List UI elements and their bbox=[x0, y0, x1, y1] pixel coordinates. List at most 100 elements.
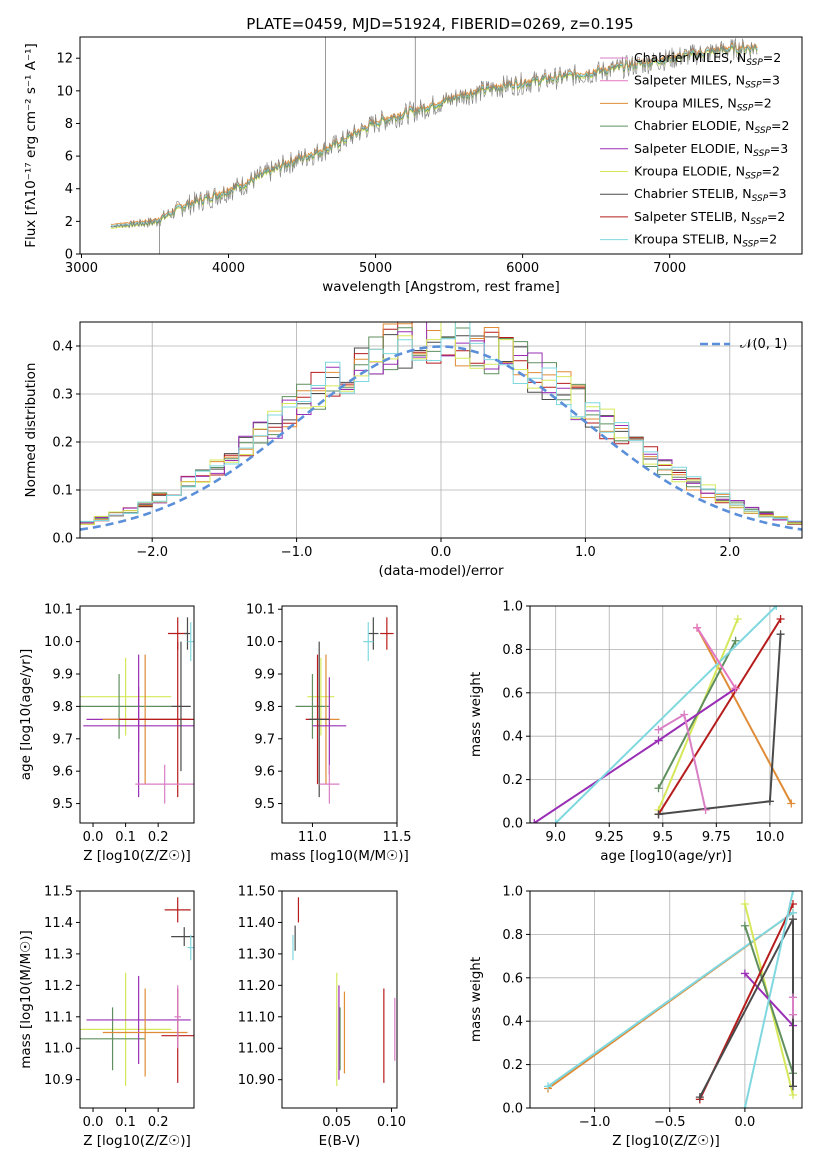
weight-point-marker bbox=[788, 1082, 797, 1091]
y-tick-label: 4 bbox=[65, 182, 73, 197]
legend-entry-text: Kroupa STELIB, NSSP=2 bbox=[634, 232, 777, 250]
x-tick-label: 0.05 bbox=[322, 1115, 351, 1130]
x-tick-label: 4000 bbox=[212, 261, 245, 276]
y-tick-label: 0.2 bbox=[52, 436, 73, 451]
x-tick-label: 0.10 bbox=[377, 1115, 406, 1130]
x-tick-label: 0.1 bbox=[115, 830, 136, 845]
weight-point-marker bbox=[788, 993, 797, 1002]
legend-entry-text: Salpeter MILES, NSSP=3 bbox=[634, 73, 780, 91]
age-weight-chart: 9.0 9.25 9.5 9.75 10.0 0.0 0.2 0.4 0.6 0.8 1.0 age … bbox=[468, 600, 803, 864]
weight-point-marker bbox=[654, 725, 663, 734]
y-tick-label: 9.5 bbox=[52, 797, 73, 812]
x-tick-label: −0.5 bbox=[654, 1115, 686, 1130]
normal-distribution-curve bbox=[80, 345, 802, 531]
weight-point-marker bbox=[654, 784, 663, 793]
y-tick-label: 11.3 bbox=[44, 947, 73, 962]
weight-point-marker bbox=[693, 623, 702, 632]
weight-point-marker bbox=[701, 805, 710, 814]
y-tick-label: 10.90 bbox=[238, 1073, 275, 1088]
x-tick-label: 0.2 bbox=[148, 830, 169, 845]
weight-point-marker bbox=[740, 1104, 749, 1108]
legend-subscript: SSP bbox=[754, 126, 771, 136]
weight-point-marker bbox=[776, 630, 785, 639]
weight-point-marker bbox=[695, 1093, 704, 1102]
x-axis-label: age [log10(age/yr)] bbox=[600, 848, 732, 864]
z-age-chart: 0.0 0.1 0.2 9.5 9.6 9.7 9.8 9.9 10.0 10.1 Z [log10… bbox=[18, 603, 195, 864]
y-tick-label: 10.0 bbox=[44, 635, 73, 650]
x-axis-label: wavelength [Angstrom, rest frame] bbox=[322, 279, 560, 295]
y-tick-label: 11.40 bbox=[238, 916, 275, 931]
plots-layer: Chabrier MILES, NSSP=2 Salpeter MILES, NS… bbox=[18, 36, 803, 1149]
y-axis-label: Flux [fλ10⁻¹⁷ erg cm⁻² s⁻¹ A⁻¹] bbox=[23, 43, 39, 248]
axes-frame bbox=[79, 36, 803, 255]
plot-area bbox=[80, 897, 194, 1086]
weight-point-marker bbox=[680, 710, 689, 719]
plot-area bbox=[295, 617, 394, 804]
x-axis-label: Z [log10(Z/Z☉)] bbox=[83, 1133, 191, 1149]
y-tick-label: 9.9 bbox=[254, 668, 275, 683]
x-axis-label: Z [log10(Z/Z☉)] bbox=[612, 1133, 720, 1149]
legend-entry-text: Kroupa ELODIE, NSSP=2 bbox=[634, 164, 780, 182]
y-tick-label: 11.1 bbox=[44, 1010, 73, 1025]
y-tick-label: 11.10 bbox=[238, 1010, 275, 1025]
y-tick-label: 9.6 bbox=[254, 765, 275, 780]
y-tick-label: 0.4 bbox=[52, 340, 73, 355]
y-tick-label: 10.1 bbox=[44, 603, 73, 618]
weight-point-marker bbox=[530, 819, 539, 823]
y-tick-label: 11.2 bbox=[44, 979, 73, 994]
z-weight-chart: −1.0 −0.5 0.0 0.0 0.2 0.4 0.6 0.8 1.0 Z [log10(Z/… bbox=[468, 885, 803, 1149]
y-tick-label: 0.0 bbox=[52, 532, 73, 547]
y-tick-label: 9.5 bbox=[254, 797, 275, 812]
y-tick-label: 12 bbox=[56, 52, 73, 67]
legend-suffix: =2 bbox=[759, 232, 777, 247]
y-tick-label: 9.6 bbox=[52, 765, 73, 780]
residuals-chart: 𝒩(0, 1) −2.0 −1.0 0.0 1.0 2.0 0.0 0.1 0.2 0.3 0.4 (… bbox=[23, 321, 803, 579]
x-tick-label: 7000 bbox=[653, 261, 686, 276]
y-tick-label: 11.00 bbox=[238, 1042, 275, 1057]
weight-point-marker bbox=[654, 736, 663, 745]
model-series-line bbox=[110, 41, 758, 225]
weight-series-line bbox=[547, 911, 794, 1088]
plot-area bbox=[544, 891, 797, 1108]
x-tick-label: 6000 bbox=[506, 261, 539, 276]
weight-point-marker bbox=[776, 615, 785, 624]
x-tick-label: 9.5 bbox=[652, 830, 673, 845]
y-tick-label: 8 bbox=[65, 117, 73, 132]
y-tick-label: 10.1 bbox=[246, 603, 275, 618]
weight-point-marker bbox=[731, 684, 740, 693]
legend-subscript: SSP bbox=[737, 103, 754, 113]
legend: Chabrier MILES, NSSP=2 Salpeter MILES, NS… bbox=[600, 50, 789, 250]
x-tick-label: −1.0 bbox=[281, 545, 313, 560]
weight-series-line bbox=[657, 618, 782, 815]
legend-subscript: SSP bbox=[750, 217, 767, 227]
y-tick-label: 0.2 bbox=[502, 773, 523, 788]
axes-frame bbox=[281, 890, 398, 1109]
weight-point-marker bbox=[654, 810, 663, 819]
y-tick-label: 0.0 bbox=[502, 817, 523, 832]
legend-entry-text: Kroupa MILES, NSSP=2 bbox=[634, 95, 772, 113]
plot-area bbox=[292, 897, 396, 1086]
plot-area bbox=[80, 617, 194, 804]
data-spectrum-line bbox=[110, 38, 758, 229]
weight-point-marker bbox=[544, 1082, 553, 1091]
x-tick-label: −1.0 bbox=[579, 1115, 611, 1130]
z-mass-chart: 0.0 0.1 0.2 10.9 11.0 11.1 11.2 11.3 11.4 11.5 Z [… bbox=[18, 885, 195, 1149]
y-tick-label: 11.0 bbox=[44, 1042, 73, 1057]
x-tick-label: 9.0 bbox=[545, 830, 566, 845]
weight-point-marker bbox=[740, 900, 749, 909]
legend-entry-text: Salpeter STELIB, NSSP=2 bbox=[634, 209, 785, 227]
y-axis-label: Normed distribution bbox=[23, 363, 39, 498]
legend-suffix: =2 bbox=[753, 95, 771, 110]
y-tick-label: 0.4 bbox=[502, 1015, 523, 1030]
x-tick-label: 0.0 bbox=[431, 545, 452, 560]
weight-series-line bbox=[743, 891, 794, 1108]
y-tick-label: 0.0 bbox=[502, 1102, 523, 1117]
x-tick-label: 0.2 bbox=[148, 1115, 169, 1130]
weight-point-marker bbox=[788, 891, 797, 895]
plot-area bbox=[110, 37, 758, 254]
y-tick-label: 11.4 bbox=[44, 916, 73, 931]
x-tick-label: 11.5 bbox=[383, 830, 412, 845]
axes-frame bbox=[281, 605, 398, 824]
weight-point-marker bbox=[731, 636, 740, 645]
